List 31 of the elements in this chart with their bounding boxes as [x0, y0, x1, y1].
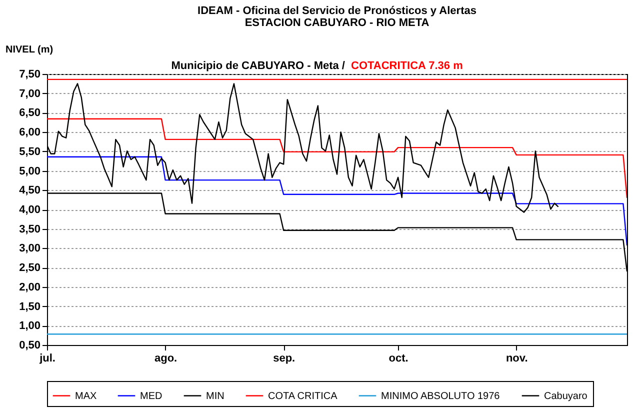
- legend-label: MED: [140, 390, 162, 402]
- y-tick-label: 1,50: [19, 300, 40, 313]
- legend-label: MIN: [206, 390, 224, 402]
- y-tick-label: 1,00: [19, 320, 40, 332]
- x-tick-label: ago.: [154, 352, 178, 364]
- y-tick-label: 4,00: [19, 204, 40, 216]
- y-tick-label: 6,50: [19, 107, 40, 120]
- y-tick-label: 3,00: [19, 242, 40, 255]
- y-tick-label: 0,50: [19, 340, 40, 352]
- y-axis-title: NIVEL (m): [6, 44, 54, 56]
- text: COTACRITICA 7.36 m: [351, 60, 464, 72]
- legend-label: Cabuyaro: [544, 390, 588, 402]
- x-tick-label: jul.: [38, 352, 56, 364]
- legend-label: MINIMO ABSOLUTO 1976: [381, 390, 500, 402]
- y-tick-label: 7,50: [19, 68, 40, 80]
- y-tick-label: 4,50: [19, 184, 40, 197]
- y-tick-label: 5,50: [19, 146, 40, 158]
- chart-title: IDEAM - Oficina del Servicio de Pronósticos y Alertas: [198, 5, 476, 17]
- y-tick-label: 2,50: [19, 262, 40, 274]
- x-tick-label: nov.: [506, 352, 528, 364]
- y-tick-label: 2,00: [19, 281, 40, 294]
- y-tick-label: 6,00: [19, 126, 40, 139]
- legend-label: MAX: [75, 390, 97, 402]
- text: Municipio de CABUYARO - Meta /: [171, 60, 345, 72]
- y-tick-label: 5,00: [19, 165, 40, 178]
- legend-label: COTA CRITICA: [268, 390, 338, 402]
- chart-subtitle: ESTACION CABUYARO - RIO META: [244, 17, 430, 29]
- x-tick-label: oct.: [388, 352, 408, 364]
- y-tick-label: 3,50: [19, 223, 40, 236]
- y-tick-label: 7,00: [19, 88, 40, 100]
- x-tick-label: sep.: [273, 352, 296, 364]
